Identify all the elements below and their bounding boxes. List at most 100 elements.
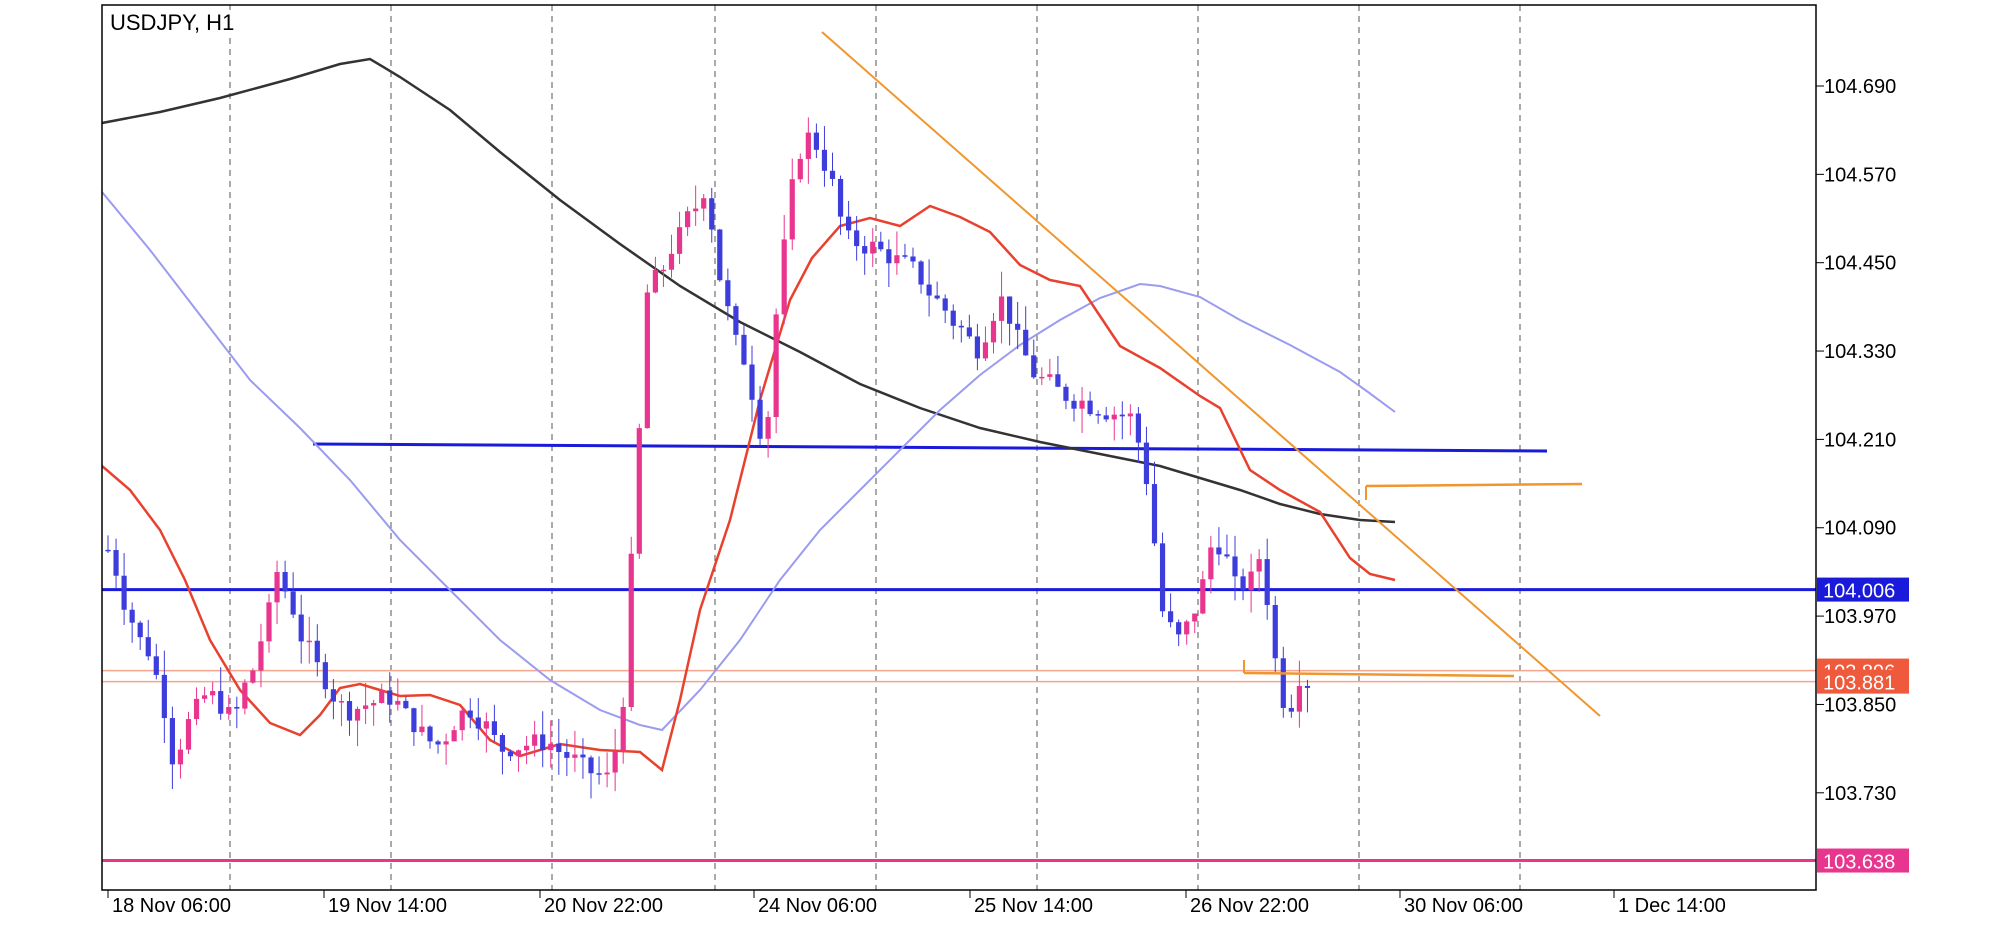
candle-body: [660, 269, 667, 272]
candle: [467, 698, 473, 729]
candle-body: [1208, 547, 1214, 580]
candle-body: [604, 772, 610, 775]
candle: [540, 711, 546, 768]
candle-body: [322, 662, 328, 690]
candle: [797, 153, 803, 183]
candle-body: [177, 749, 184, 765]
candle-body: [346, 701, 353, 721]
candle-body: [733, 306, 739, 335]
price-label-box: [1817, 848, 1909, 873]
candle-body: [1039, 376, 1045, 379]
candle: [733, 303, 739, 346]
candle-body: [306, 640, 312, 643]
candle-body: [1111, 414, 1117, 420]
y-tick-label: 104.570: [1824, 164, 1896, 186]
candle-body: [942, 298, 948, 311]
candle: [1031, 339, 1037, 379]
candle-body: [1015, 323, 1021, 330]
candle: [862, 236, 868, 275]
y-tick-label: 103.850: [1824, 694, 1896, 716]
price-label: 104.006: [1817, 577, 1909, 603]
candle: [805, 117, 811, 184]
candle-body: [564, 751, 570, 758]
candle: [532, 720, 538, 757]
candle: [942, 294, 948, 324]
candle: [644, 284, 650, 429]
candle-body: [966, 327, 972, 337]
candle: [685, 206, 691, 237]
candle: [338, 694, 345, 727]
candle: [161, 650, 167, 744]
candle-body: [1159, 543, 1166, 612]
candle: [894, 231, 900, 275]
candle-body: [982, 342, 989, 359]
candle: [596, 756, 602, 785]
candle: [363, 682, 369, 725]
candle-body: [491, 721, 497, 735]
candle: [1015, 301, 1021, 350]
candle-body: [1264, 559, 1270, 605]
candle-body: [829, 170, 836, 179]
candle-body: [1079, 400, 1085, 409]
candle: [548, 720, 554, 768]
candle: [1111, 406, 1117, 441]
candle: [1007, 296, 1013, 346]
candle: [226, 694, 232, 720]
candle-body: [612, 751, 618, 773]
candle-body: [556, 743, 562, 752]
trendline-descending: [821, 31, 1601, 717]
candle-body: [314, 640, 320, 663]
candle-body: [1119, 414, 1125, 417]
y-tick-label: 104.450: [1824, 253, 1896, 275]
candle: [491, 704, 497, 742]
candle-body: [974, 336, 980, 359]
candle: [709, 187, 715, 243]
candle-body: [741, 334, 747, 365]
candle: [475, 698, 481, 741]
candle: [620, 697, 626, 764]
candle: [1208, 536, 1214, 594]
candle: [765, 411, 771, 458]
candle: [958, 320, 964, 343]
candle: [153, 643, 159, 680]
candle: [202, 686, 208, 703]
candle: [113, 538, 119, 589]
candle-body: [1280, 658, 1286, 708]
candle-body: [894, 255, 900, 264]
candle: [515, 749, 522, 772]
candle-body: [371, 703, 377, 706]
candle-body: [330, 689, 336, 702]
price-label: 103.638: [1817, 848, 1909, 874]
candle: [854, 216, 860, 261]
candle-body: [274, 572, 280, 603]
candle: [990, 313, 997, 354]
candle: [210, 681, 216, 705]
candle-body: [781, 239, 787, 315]
candle-body: [846, 216, 852, 231]
candle-body: [1095, 414, 1101, 416]
candle: [580, 738, 586, 779]
candle: [1087, 391, 1093, 417]
candle-body: [145, 637, 151, 657]
candle-body: [548, 743, 554, 751]
chart-title: USDJPY, H1: [108, 10, 237, 36]
candle-body: [226, 707, 232, 714]
candle-body: [266, 602, 272, 642]
candle: [757, 385, 763, 446]
candle-body: [862, 246, 868, 254]
candle-body: [749, 364, 755, 400]
candle-body: [709, 198, 715, 230]
candle: [1200, 570, 1206, 615]
candle: [290, 572, 296, 618]
candle: [837, 175, 844, 235]
candle: [1224, 534, 1230, 559]
candle: [105, 535, 111, 554]
price-label: 103.881: [1817, 669, 1909, 695]
candle: [693, 185, 699, 226]
candle: [169, 706, 175, 789]
candle: [846, 200, 852, 240]
candle: [419, 704, 425, 736]
candle: [749, 345, 755, 422]
candle: [1055, 356, 1061, 388]
